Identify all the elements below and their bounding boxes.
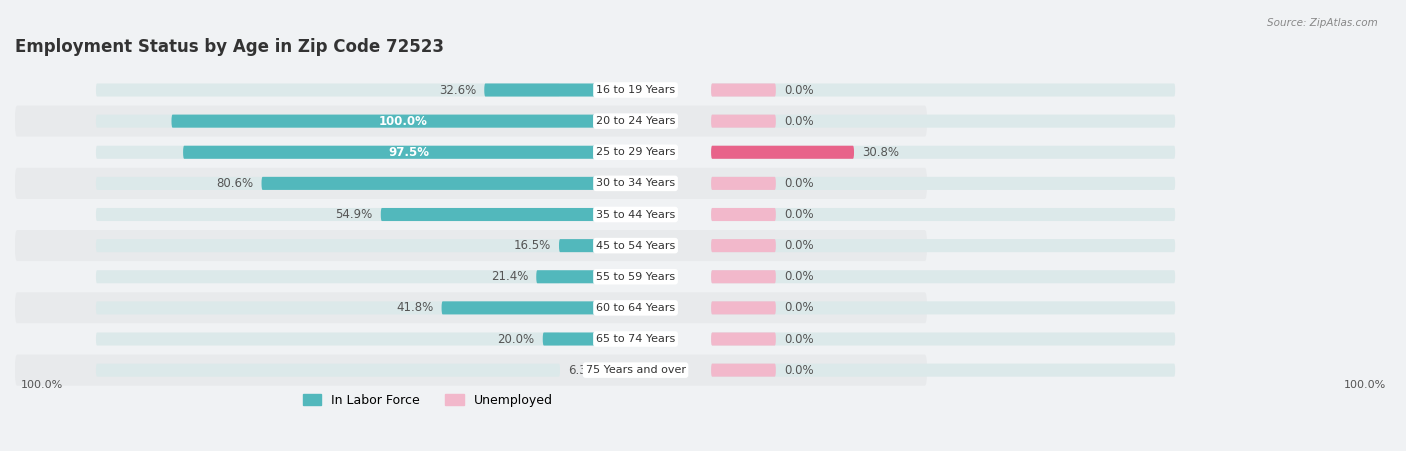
FancyBboxPatch shape [15, 106, 927, 137]
Text: 30 to 34 Years: 30 to 34 Years [596, 179, 675, 189]
FancyBboxPatch shape [711, 332, 1175, 345]
Text: 0.0%: 0.0% [785, 177, 814, 190]
FancyBboxPatch shape [441, 301, 636, 314]
Text: 0.0%: 0.0% [785, 270, 814, 283]
FancyBboxPatch shape [711, 270, 776, 283]
Text: Source: ZipAtlas.com: Source: ZipAtlas.com [1267, 18, 1378, 28]
Text: 0.0%: 0.0% [785, 83, 814, 97]
Text: 100.0%: 100.0% [380, 115, 427, 128]
Text: 30.8%: 30.8% [862, 146, 898, 159]
Text: 21.4%: 21.4% [491, 270, 529, 283]
FancyBboxPatch shape [15, 168, 927, 199]
FancyBboxPatch shape [536, 270, 636, 283]
Text: 32.6%: 32.6% [439, 83, 477, 97]
Text: 16 to 19 Years: 16 to 19 Years [596, 85, 675, 95]
Text: 100.0%: 100.0% [1343, 380, 1385, 391]
Text: 0.0%: 0.0% [785, 239, 814, 252]
FancyBboxPatch shape [262, 177, 636, 190]
FancyBboxPatch shape [711, 239, 1175, 252]
FancyBboxPatch shape [711, 83, 776, 97]
FancyBboxPatch shape [15, 292, 927, 323]
Text: Employment Status by Age in Zip Code 72523: Employment Status by Age in Zip Code 725… [15, 37, 444, 55]
Text: 55 to 59 Years: 55 to 59 Years [596, 272, 675, 282]
Text: 100.0%: 100.0% [21, 380, 63, 391]
FancyBboxPatch shape [96, 301, 560, 314]
FancyBboxPatch shape [96, 208, 560, 221]
FancyBboxPatch shape [15, 354, 927, 386]
FancyBboxPatch shape [711, 115, 776, 128]
FancyBboxPatch shape [96, 115, 560, 128]
FancyBboxPatch shape [543, 332, 636, 345]
FancyBboxPatch shape [96, 177, 560, 190]
FancyBboxPatch shape [711, 364, 776, 377]
FancyBboxPatch shape [15, 199, 927, 230]
Text: 16.5%: 16.5% [513, 239, 551, 252]
FancyBboxPatch shape [711, 239, 776, 252]
Text: 97.5%: 97.5% [389, 146, 430, 159]
FancyBboxPatch shape [711, 208, 1175, 221]
Text: 0.0%: 0.0% [785, 115, 814, 128]
FancyBboxPatch shape [560, 239, 636, 252]
FancyBboxPatch shape [96, 332, 560, 345]
FancyBboxPatch shape [711, 83, 1175, 97]
FancyBboxPatch shape [15, 230, 927, 261]
FancyBboxPatch shape [96, 364, 560, 377]
FancyBboxPatch shape [711, 146, 853, 159]
FancyBboxPatch shape [484, 83, 636, 97]
FancyBboxPatch shape [96, 239, 560, 252]
Text: 0.0%: 0.0% [785, 364, 814, 377]
Text: 60 to 64 Years: 60 to 64 Years [596, 303, 675, 313]
FancyBboxPatch shape [381, 208, 636, 221]
FancyBboxPatch shape [711, 364, 1175, 377]
FancyBboxPatch shape [183, 146, 636, 159]
FancyBboxPatch shape [15, 74, 927, 106]
FancyBboxPatch shape [15, 261, 927, 292]
FancyBboxPatch shape [172, 115, 636, 128]
FancyBboxPatch shape [711, 208, 776, 221]
Text: 0.0%: 0.0% [785, 208, 814, 221]
FancyBboxPatch shape [15, 137, 927, 168]
FancyBboxPatch shape [711, 332, 776, 345]
Text: 20 to 24 Years: 20 to 24 Years [596, 116, 675, 126]
Text: 0.0%: 0.0% [785, 332, 814, 345]
Text: 0.0%: 0.0% [785, 301, 814, 314]
Legend: In Labor Force, Unemployed: In Labor Force, Unemployed [298, 389, 558, 412]
FancyBboxPatch shape [96, 270, 560, 283]
FancyBboxPatch shape [96, 83, 560, 97]
FancyBboxPatch shape [711, 115, 1175, 128]
Text: 25 to 29 Years: 25 to 29 Years [596, 147, 675, 157]
Text: 6.3%: 6.3% [568, 364, 598, 377]
Text: 80.6%: 80.6% [217, 177, 253, 190]
Text: 54.9%: 54.9% [336, 208, 373, 221]
FancyBboxPatch shape [711, 270, 1175, 283]
Text: 35 to 44 Years: 35 to 44 Years [596, 210, 675, 220]
FancyBboxPatch shape [711, 177, 1175, 190]
Text: 65 to 74 Years: 65 to 74 Years [596, 334, 675, 344]
FancyBboxPatch shape [15, 323, 927, 354]
FancyBboxPatch shape [711, 301, 776, 314]
FancyBboxPatch shape [711, 146, 1175, 159]
FancyBboxPatch shape [606, 364, 636, 377]
Text: 75 Years and over: 75 Years and over [585, 365, 686, 375]
Text: 45 to 54 Years: 45 to 54 Years [596, 241, 675, 251]
FancyBboxPatch shape [96, 146, 560, 159]
Text: 20.0%: 20.0% [498, 332, 534, 345]
Text: 41.8%: 41.8% [396, 301, 433, 314]
FancyBboxPatch shape [711, 301, 1175, 314]
FancyBboxPatch shape [711, 177, 776, 190]
